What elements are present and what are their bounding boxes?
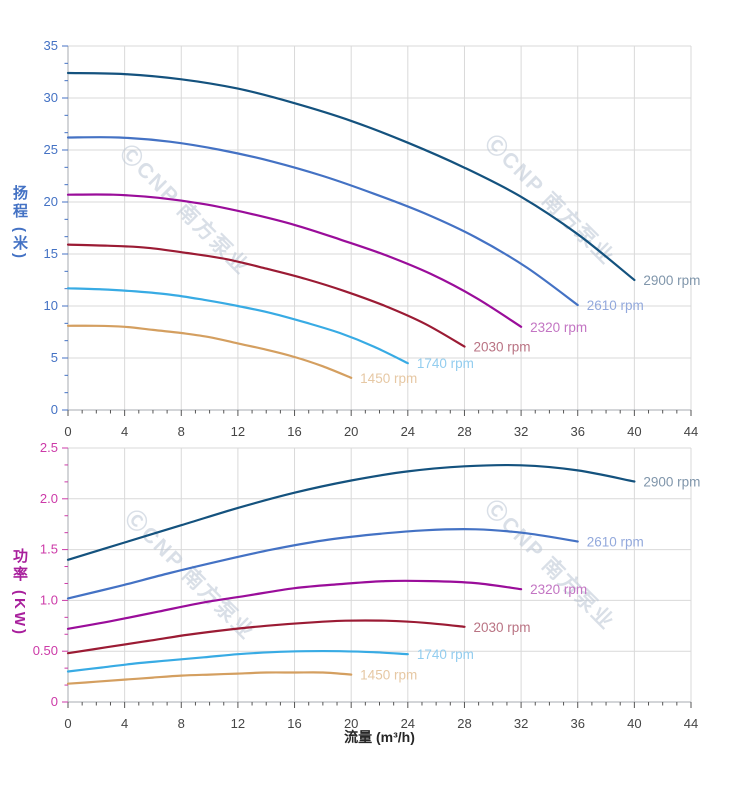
y-tick-label: 5 bbox=[51, 350, 58, 365]
curve-head-2900-rpm bbox=[66, 71, 636, 282]
curve-power-2610-rpm bbox=[66, 528, 579, 600]
x-tick-label: 32 bbox=[514, 716, 528, 731]
curve-label-head-2320-rpm: 2320 rpm bbox=[530, 320, 587, 335]
curve-label-power-2900-rpm: 2900 rpm bbox=[643, 475, 700, 490]
power-axis-title-text: 功率 bbox=[11, 548, 28, 584]
curve-head-2320-rpm bbox=[66, 193, 523, 328]
x-tick-label: 16 bbox=[287, 716, 301, 731]
y-tick-label: 35 bbox=[44, 38, 58, 53]
curve-power-2030-rpm bbox=[66, 619, 466, 655]
y-tick-label: 0.50 bbox=[33, 643, 58, 658]
curve-head-1740-rpm bbox=[66, 287, 409, 365]
y-tick-label: 2.5 bbox=[40, 440, 58, 455]
curve-label-power-1740-rpm: 1740 rpm bbox=[417, 647, 474, 662]
x-tick-label: 28 bbox=[457, 716, 471, 731]
curve-power-2320-rpm bbox=[66, 579, 523, 630]
x-tick-label: 12 bbox=[231, 716, 245, 731]
x-tick-label: 40 bbox=[627, 716, 641, 731]
x-tick-label: 20 bbox=[344, 424, 358, 439]
x-tick-label: 4 bbox=[121, 716, 128, 731]
curve-label-power-2320-rpm: 2320 rpm bbox=[530, 582, 587, 597]
curve-label-power-2610-rpm: 2610 rpm bbox=[587, 534, 644, 549]
y-tick-label: 1.5 bbox=[40, 542, 58, 557]
curve-label-head-2900-rpm: 2900 rpm bbox=[643, 273, 700, 288]
curve-head-2610-rpm bbox=[66, 136, 579, 307]
y-tick-label: 2.0 bbox=[40, 491, 58, 506]
x-tick-label: 44 bbox=[684, 716, 698, 731]
x-tick-label: 24 bbox=[401, 716, 415, 731]
x-tick-label: 0 bbox=[64, 424, 71, 439]
curve-power-1740-rpm bbox=[66, 649, 409, 673]
power-axis-title: 功率 (KW) bbox=[11, 548, 28, 637]
curve-power-2900-rpm bbox=[66, 463, 636, 561]
brand-watermark: ⒸCNP 南方泵业 bbox=[480, 130, 619, 269]
x-tick-label: 44 bbox=[684, 424, 698, 439]
x-tick-label: 16 bbox=[287, 424, 301, 439]
x-tick-label: 36 bbox=[570, 716, 584, 731]
y-tick-label: 15 bbox=[44, 246, 58, 261]
x-tick-label: 32 bbox=[514, 424, 528, 439]
x-tick-label: 8 bbox=[178, 716, 185, 731]
y-tick-label: 0 bbox=[51, 402, 58, 417]
curve-label-head-1740-rpm: 1740 rpm bbox=[417, 356, 474, 371]
power-flow-chart: ⒸCNP 南方泵业 ⒸCNP 南方泵业 0 4 8 12 16 20 24 28 32 36 40 44 0… bbox=[33, 440, 701, 745]
x-tick-label: 40 bbox=[627, 424, 641, 439]
brand-watermark: ⒸCNP 南方泵业 bbox=[480, 495, 619, 634]
x-tick-label: 8 bbox=[178, 424, 185, 439]
x-tick-label: 12 bbox=[231, 424, 245, 439]
x-tick-label: 28 bbox=[457, 424, 471, 439]
curve-label-head-2030-rpm: 2030 rpm bbox=[473, 340, 530, 355]
curve-label-power-2030-rpm: 2030 rpm bbox=[473, 620, 530, 635]
x-tick-label: 0 bbox=[64, 716, 71, 731]
curve-label-head-1450-rpm: 1450 rpm bbox=[360, 371, 417, 386]
curve-power-1450-rpm bbox=[66, 671, 353, 685]
curve-label-power-1450-rpm: 1450 rpm bbox=[360, 668, 417, 683]
y-tick-label: 20 bbox=[44, 194, 58, 209]
power-axis-unit: (KW) bbox=[11, 590, 28, 637]
head-axis-unit: (米) bbox=[11, 227, 28, 262]
brand-watermark: ⒸCNP 南方泵业 bbox=[120, 505, 259, 644]
head-axis-title: 扬程 (米) bbox=[11, 185, 28, 262]
x-tick-label: 4 bbox=[121, 424, 128, 439]
x-tick-label: 24 bbox=[401, 424, 415, 439]
x-tick-label: 36 bbox=[570, 424, 584, 439]
curve-head-1450-rpm bbox=[66, 324, 353, 379]
y-tick-label: 1.0 bbox=[40, 592, 58, 607]
x-tick-label: 20 bbox=[344, 716, 358, 731]
y-tick-label: 10 bbox=[44, 298, 58, 313]
x-axis-title: 流量 (m³/h) bbox=[344, 729, 415, 745]
curve-head-2030-rpm bbox=[66, 243, 466, 348]
curve-label-head-2610-rpm: 2610 rpm bbox=[587, 298, 644, 313]
y-tick-label: 25 bbox=[44, 142, 58, 157]
y-tick-label: 0 bbox=[51, 694, 58, 709]
y-tick-label: 30 bbox=[44, 90, 58, 105]
head-axis-title-text: 扬程 bbox=[11, 185, 28, 221]
